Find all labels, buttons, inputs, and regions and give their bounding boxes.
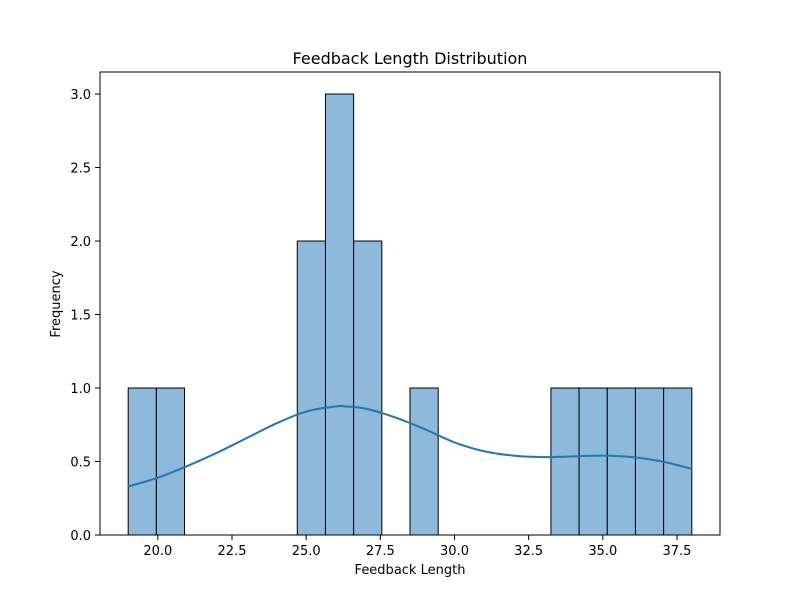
x-tick-label: 25.0	[292, 544, 321, 559]
y-tick-label: 0.5	[70, 456, 91, 471]
x-axis-title: Feedback Length	[355, 563, 466, 578]
y-tick-label: 1.5	[70, 309, 91, 324]
x-tick-label: 35.0	[588, 544, 617, 559]
histogram-bar	[324, 93, 355, 536]
histogram-bar	[296, 240, 326, 536]
plot-frame	[99, 71, 721, 536]
y-tick-label: 2.5	[70, 162, 91, 177]
x-tick-label: 37.5	[663, 544, 692, 559]
kde-curve	[127, 404, 693, 488]
histogram-bar	[155, 387, 186, 536]
chart-title: Feedback Length Distribution	[293, 49, 528, 68]
x-tick-label: 30.0	[440, 544, 469, 559]
x-tick-label: 27.5	[366, 544, 395, 559]
y-tick-label: 2.0	[70, 235, 91, 250]
x-tick-label: 32.5	[514, 544, 543, 559]
histogram-bar	[663, 387, 693, 536]
x-tick-label: 22.5	[218, 544, 247, 559]
x-tick-label: 20.0	[143, 544, 172, 559]
y-axis-ticks: 0.0 0.5 1.0 1.5 2.0 2.5 3.0	[70, 88, 100, 544]
histogram-bar	[127, 387, 157, 536]
y-tick-label: 3.0	[70, 88, 91, 103]
x-axis-ticks: 20.0 22.5 25.0 27.5 30.0 32.5 35.0 37.5	[143, 535, 691, 559]
histogram-bar	[550, 387, 580, 536]
histogram-bar	[578, 387, 608, 536]
histogram-bar	[409, 387, 439, 536]
histogram-bars	[127, 93, 693, 536]
histogram-bar	[606, 387, 636, 536]
histogram-bar	[353, 240, 383, 536]
y-tick-label: 0.0	[70, 529, 91, 544]
y-axis-title: Frequency	[49, 270, 64, 337]
y-tick-label: 1.0	[70, 382, 91, 397]
